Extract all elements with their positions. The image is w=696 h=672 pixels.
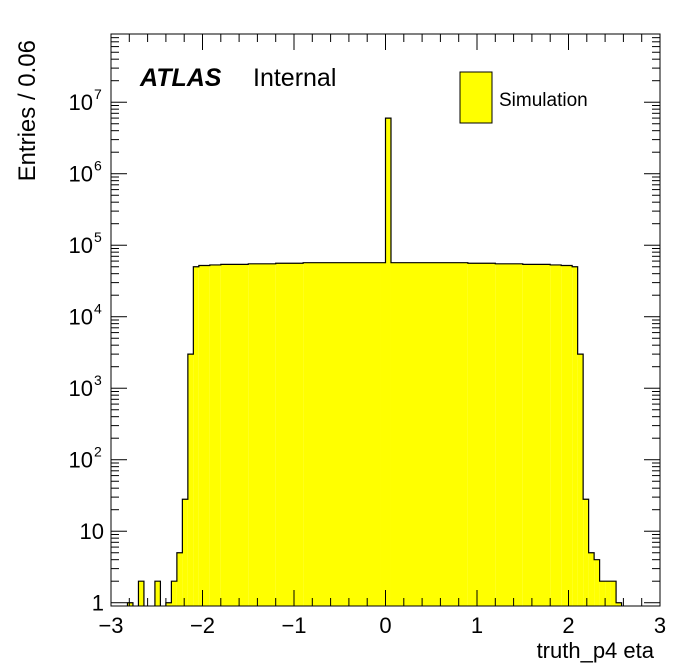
- histogram-bar: [594, 559, 600, 606]
- histogram-bar: [187, 354, 194, 606]
- legend: Simulation: [459, 71, 588, 124]
- histogram-bar: [583, 499, 589, 606]
- atlas-label-bold: ATLAS: [139, 64, 222, 92]
- histogram-bar: [138, 581, 144, 606]
- histogram-bar: [577, 354, 584, 606]
- x-tick-label: 1: [471, 613, 483, 638]
- y-tick-label-text: 1: [92, 591, 104, 616]
- histogram-bar: [198, 265, 210, 606]
- histogram-bar: [176, 552, 183, 606]
- x-tick-label: 2: [562, 613, 574, 638]
- histogram-bar: [616, 602, 622, 606]
- histogram-bar: [467, 263, 496, 606]
- y-axis-label: Entries / 0.06: [14, 40, 41, 181]
- histogram-bar: [495, 263, 523, 606]
- histogram-bar: [605, 581, 611, 606]
- histogram-bar: [385, 118, 391, 607]
- legend-label: Simulation: [499, 90, 588, 111]
- y-tick-label-text: 10: [80, 519, 104, 544]
- histogram-bar: [165, 602, 172, 606]
- y-tick-label-base: 10: [69, 90, 93, 115]
- y-tick-label-base: 10: [69, 233, 93, 258]
- y-tick-label: 10 4: [69, 301, 102, 330]
- axis-ticks: [110, 33, 661, 606]
- y-tick-label-base: 10: [69, 162, 93, 187]
- x-tick-label: −1: [281, 613, 306, 638]
- y-tick-label-exponent: 3: [94, 372, 102, 388]
- y-tick-label-base: 10: [69, 305, 93, 330]
- histogram-bar: [127, 602, 133, 606]
- x-tick-label: −2: [190, 613, 215, 638]
- x-axis-label: truth_p4 eta: [537, 638, 655, 663]
- y-tick-label-base: 10: [69, 376, 93, 401]
- histogram-bar: [154, 581, 161, 606]
- histogram-bars: [126, 117, 623, 607]
- histogram-outline: [126, 117, 623, 606]
- y-tick-label: 10 2: [69, 444, 102, 473]
- histogram-bar: [599, 581, 606, 606]
- histogram-bar: [182, 499, 188, 606]
- y-tick-label-base: 10: [69, 448, 93, 473]
- histogram-bar: [193, 266, 199, 606]
- y-tick-label: 10: [80, 519, 104, 544]
- histogram-bar: [610, 581, 617, 606]
- x-tick-label: −3: [98, 613, 123, 638]
- histogram-bar: [561, 265, 573, 606]
- histogram-bar: [248, 263, 276, 606]
- legend-swatch: [459, 71, 493, 124]
- y-tick-label-exponent: 5: [94, 229, 102, 245]
- atlas-label: ATLAS Internal: [139, 64, 336, 92]
- histogram-bar: [220, 264, 249, 606]
- histogram-bar: [588, 552, 595, 606]
- histogram-bar: [380, 262, 386, 606]
- x-tick-label: 3: [654, 613, 666, 638]
- histogram-bar: [572, 266, 578, 606]
- histogram-bar: [550, 264, 562, 606]
- y-tick-label-exponent: 7: [94, 86, 102, 102]
- histogram-bar: [390, 262, 468, 606]
- y-tick-label-exponent: 4: [94, 301, 102, 317]
- y-tick-label: 10 6: [69, 158, 102, 187]
- y-tick-label: 10 5: [69, 229, 102, 258]
- x-tick-labels: −3 −2 −1 0 1 2 3: [98, 613, 666, 638]
- y-tick-label-exponent: 6: [94, 158, 102, 174]
- y-tick-label: 10 3: [69, 372, 102, 401]
- y-tick-label: 10 7: [69, 86, 102, 115]
- histogram-bar: [209, 264, 221, 606]
- y-tick-label-exponent: 2: [94, 444, 102, 460]
- histogram-bar: [522, 264, 551, 606]
- histogram-bar: [275, 263, 304, 606]
- atlas-label-internal: Internal: [253, 64, 336, 92]
- y-tick-label: 1: [92, 591, 104, 616]
- x-tick-label: 0: [379, 613, 391, 638]
- histogram-bar: [303, 262, 381, 606]
- histogram-bar: [171, 581, 177, 606]
